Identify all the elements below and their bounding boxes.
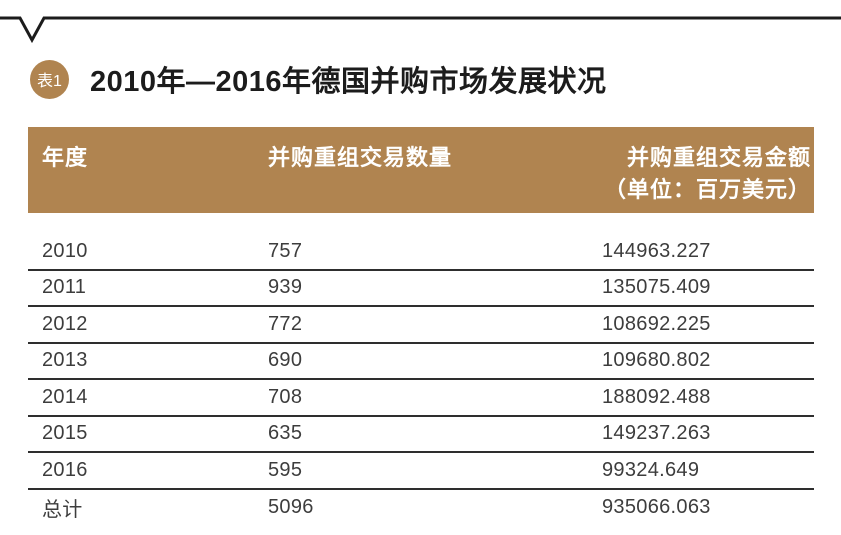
top-rule-decoration — [0, 16, 841, 44]
cell-count: 772 — [268, 312, 303, 335]
cell-year: 2011 — [42, 276, 87, 299]
cell-amount: 149237.263 — [602, 422, 711, 445]
cell-year: 总计 — [42, 499, 83, 522]
table-row: 2011 939 135075.409 — [28, 271, 814, 307]
cell-amount: 935066.063 — [602, 496, 711, 519]
table-row: 2013 690 109680.802 — [28, 344, 814, 380]
cell-count: 757 — [268, 239, 303, 262]
cell-count: 939 — [268, 276, 303, 299]
table-row: 2010 757 144963.227 — [28, 234, 814, 271]
table-row: 2015 635 149237.263 — [28, 417, 814, 453]
cell-year: 2016 — [42, 458, 88, 481]
cell-year: 2012 — [42, 312, 88, 335]
column-header-deal-count: 并购重组交易数量 — [268, 145, 453, 170]
table-title: 2010年—2016年德国并购市场发展状况 — [90, 66, 607, 98]
cell-year: 2014 — [42, 385, 88, 408]
cell-count: 690 — [268, 349, 303, 372]
cell-year: 2015 — [42, 422, 88, 445]
table-header-row: 年度 并购重组交易数量 并购重组交易金额 （单位：百万美元） — [28, 127, 814, 213]
cell-count: 5096 — [268, 496, 314, 519]
cell-amount: 109680.802 — [602, 349, 711, 372]
table-body: 2010 757 144963.227 2011 939 135075.409 … — [28, 234, 814, 526]
column-header-deal-amount-unit: （单位：百万美元） — [603, 177, 811, 202]
cell-count: 635 — [268, 422, 303, 445]
table-row-total: 总计 5096 935066.063 — [28, 490, 814, 527]
table-row: 2012 772 108692.225 — [28, 307, 814, 344]
cell-amount: 188092.488 — [602, 385, 711, 408]
cell-count: 595 — [268, 458, 303, 481]
cell-year: 2013 — [42, 349, 88, 372]
cell-amount: 135075.409 — [602, 276, 711, 299]
cell-amount: 144963.227 — [602, 239, 711, 262]
column-header-deal-amount: 并购重组交易金额 （单位：百万美元） — [602, 142, 814, 213]
cell-amount: 108692.225 — [602, 312, 711, 335]
column-header-year: 年度 — [42, 145, 89, 170]
table-row: 2016 595 99324.649 — [28, 453, 814, 490]
table-caption: 表1 2010年—2016年德国并购市场发展状况 — [30, 58, 607, 100]
cell-year: 2010 — [42, 239, 88, 262]
data-table: 年度 并购重组交易数量 并购重组交易金额 （单位：百万美元） 2010 757 … — [28, 127, 814, 526]
cell-count: 708 — [268, 385, 303, 408]
table-row: 2014 708 188092.488 — [28, 380, 814, 417]
table-number-badge: 表1 — [30, 59, 69, 99]
column-header-deal-amount-label: 并购重组交易金额 — [626, 145, 811, 170]
cell-amount: 99324.649 — [602, 458, 700, 481]
